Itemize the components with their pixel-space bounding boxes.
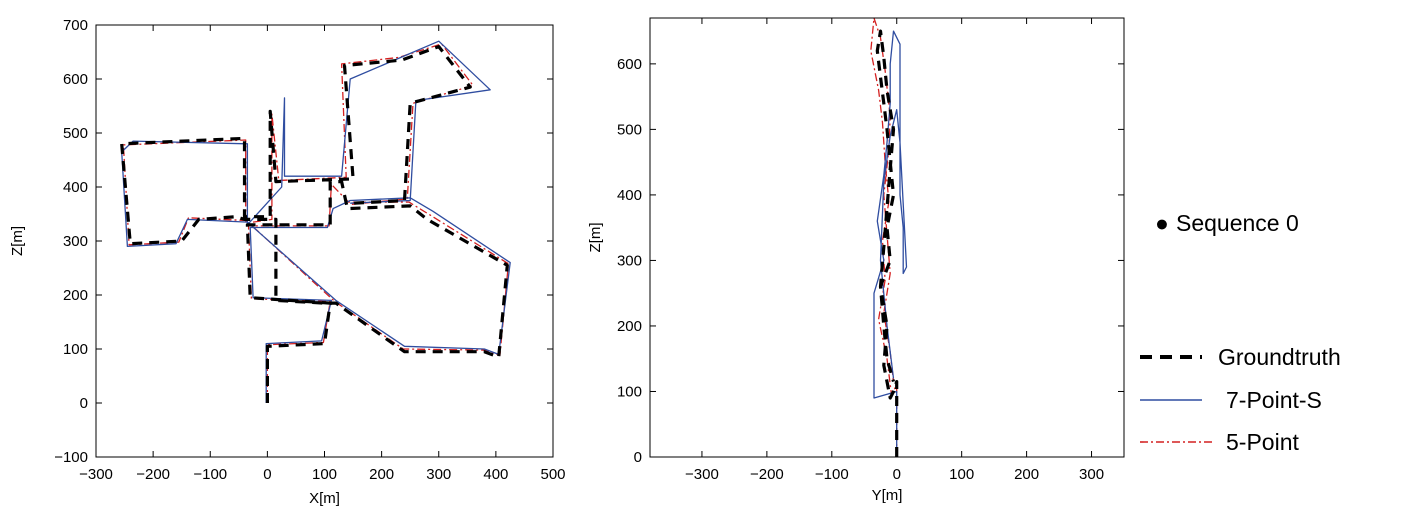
x-tick-label: −300 bbox=[685, 466, 719, 483]
legend-5point-label: 5-Point bbox=[1226, 429, 1299, 455]
legend-7point-label: 7-Point-S bbox=[1226, 387, 1322, 413]
y-tick-label: 200 bbox=[63, 287, 88, 304]
trajectory-plot-xz: −300 −200 −100 0 100 200 300 400 500 −100 0 100 200 3… bbox=[9, 17, 566, 507]
y-tick-label: 700 bbox=[63, 17, 88, 34]
x-tick-label: 200 bbox=[369, 466, 394, 483]
y-tick-label: 100 bbox=[617, 383, 642, 400]
x-tick-label: 200 bbox=[1014, 466, 1039, 483]
y-tick-label: 600 bbox=[63, 71, 88, 88]
y-tick-label: 0 bbox=[80, 395, 88, 412]
x-tick-label: 0 bbox=[263, 466, 271, 483]
x-tick-label: −100 bbox=[193, 466, 227, 483]
y-tick-label: 600 bbox=[617, 56, 642, 73]
series-group bbox=[120, 40, 511, 403]
x-axis-label: Y[m] bbox=[872, 487, 903, 504]
x-tick-label: 300 bbox=[426, 466, 451, 483]
x-tick-label: 300 bbox=[1079, 466, 1104, 483]
series-line-7-point-s bbox=[121, 40, 511, 403]
y-tick-label: 400 bbox=[63, 179, 88, 196]
plot-frame bbox=[95, 24, 554, 458]
series-group bbox=[870, 18, 908, 457]
y-tick-label: 100 bbox=[63, 341, 88, 358]
legend-groundtruth-label: Groundtruth bbox=[1218, 344, 1341, 370]
x-tick-label: 100 bbox=[949, 466, 974, 483]
y-axis-label: Z[m] bbox=[587, 223, 604, 253]
y-tick-label: 300 bbox=[63, 233, 88, 250]
x-tick-label: −200 bbox=[750, 466, 784, 483]
plot-frame bbox=[649, 17, 1125, 458]
y-tick-label: −100 bbox=[54, 449, 88, 466]
x-tick-label: −100 bbox=[815, 466, 849, 483]
x-tick-label: 400 bbox=[483, 466, 508, 483]
x-tick-label: −200 bbox=[136, 466, 170, 483]
y-axis-label: Z[m] bbox=[9, 226, 26, 256]
y-tick-label: 500 bbox=[617, 121, 642, 138]
series-line-groundtruth bbox=[120, 45, 509, 403]
legend: ● Sequence 0 Groundtruth 7-Point-S 5-Poi… bbox=[1140, 210, 1341, 455]
trajectory-plot-yz: −300 −200 −100 0 100 200 300 0 100 200 300 400 500 60… bbox=[587, 17, 1125, 504]
x-tick-label: −300 bbox=[79, 466, 113, 483]
y-tick-label: 300 bbox=[617, 252, 642, 269]
y-tick-label: 500 bbox=[63, 125, 88, 142]
sequence-label: Sequence 0 bbox=[1176, 210, 1299, 236]
y-tick-label: 400 bbox=[617, 187, 642, 204]
sequence-marker-icon: ● bbox=[1155, 210, 1169, 236]
x-axis-label: X[m] bbox=[309, 490, 340, 507]
x-tick-label: 100 bbox=[312, 466, 337, 483]
series-line-groundtruth bbox=[875, 29, 899, 457]
y-tick-label: 200 bbox=[617, 318, 642, 335]
y-tick-label: 0 bbox=[634, 449, 642, 466]
x-tick-label: 0 bbox=[893, 466, 901, 483]
x-tick-label: 500 bbox=[540, 466, 565, 483]
